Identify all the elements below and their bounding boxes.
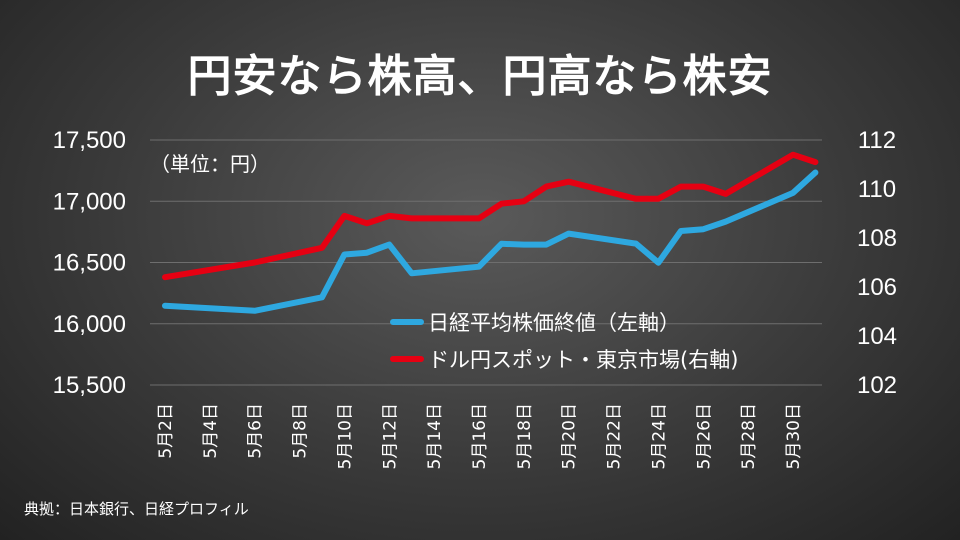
x-tick-label: 5月2日 bbox=[156, 403, 176, 459]
y-right-tick-label: 112 bbox=[858, 127, 896, 154]
y-left-tick-label: 17,500 bbox=[53, 127, 126, 154]
x-tick-label: 5月6日 bbox=[246, 403, 266, 459]
x-tick-label: 5月16日 bbox=[470, 403, 490, 469]
x-tick-label: 5月20日 bbox=[560, 403, 580, 469]
x-tick-label: 5月26日 bbox=[694, 403, 714, 469]
unit-label: （単位：円） bbox=[150, 152, 270, 176]
x-axis: 5月2日 5月4日 5月6日 5月8日 5月10日 5月12日 5月14日 5月16日 5月18… bbox=[156, 403, 804, 469]
x-tick-label: 5月4日 bbox=[201, 403, 221, 459]
y-right-tick-label: 108 bbox=[857, 225, 897, 252]
x-tick-label: 5月12日 bbox=[380, 403, 400, 469]
y-left-tick-label: 16,000 bbox=[53, 311, 126, 338]
y-axis-right: 112 110 108 106 104 102 bbox=[857, 127, 897, 399]
chart-title: 円安なら株高、円高なら株安 bbox=[187, 51, 773, 102]
x-tick-label: 5月10日 bbox=[335, 403, 355, 469]
legend-label: 日経平均株価終値（左軸） bbox=[428, 311, 680, 335]
x-tick-label: 5月24日 bbox=[649, 403, 669, 469]
x-tick-label: 5月8日 bbox=[291, 403, 311, 459]
x-tick-label: 5月30日 bbox=[784, 403, 804, 469]
y-left-tick-label: 15,500 bbox=[53, 372, 126, 399]
y-left-tick-label: 17,000 bbox=[53, 188, 126, 215]
y-right-tick-label: 110 bbox=[858, 176, 896, 203]
series-lines bbox=[162, 151, 819, 314]
source-note: 典拠：日本銀行、日経プロフィル bbox=[24, 500, 249, 518]
legend: 日経平均株価終値（左軸） ドル円スポット・東京市場(右軸) bbox=[390, 311, 738, 372]
y-left-tick-label: 16,500 bbox=[53, 250, 126, 277]
nikkei-series-line bbox=[162, 169, 819, 314]
x-tick-label: 5月18日 bbox=[515, 403, 535, 469]
y-axis-left: 17,500 17,000 16,500 16,000 15,500 bbox=[53, 127, 126, 399]
y-right-tick-label: 102 bbox=[857, 372, 897, 399]
x-tick-label: 5月22日 bbox=[605, 403, 625, 469]
legend-label: ドル円スポット・東京市場(右軸) bbox=[428, 348, 738, 372]
y-right-tick-label: 106 bbox=[857, 274, 897, 301]
usdjpy-series-line bbox=[162, 151, 819, 281]
y-right-tick-label: 104 bbox=[857, 323, 897, 350]
x-tick-label: 5月14日 bbox=[425, 403, 445, 469]
x-tick-label: 5月28日 bbox=[739, 403, 759, 469]
